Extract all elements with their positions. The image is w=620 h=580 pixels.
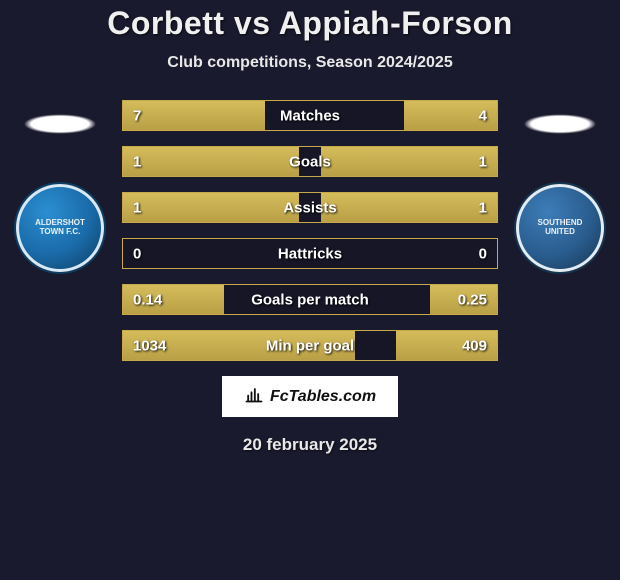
team-crest-right-label: SOUTHEND UNITED — [519, 213, 601, 243]
team-crest-left: ALDERSHOT TOWN F.C. — [16, 184, 104, 272]
stat-label: Goals per match — [251, 291, 369, 308]
stat-value-left: 0 — [133, 245, 141, 262]
stat-bar: 7 4 Matches — [122, 100, 498, 131]
stat-label: Min per goal — [266, 337, 354, 354]
stat-bar: 1 1 Assists — [122, 192, 498, 223]
stat-value-left: 1034 — [133, 337, 166, 354]
page-subtitle: Club competitions, Season 2024/2025 — [167, 54, 452, 72]
bar-fill-left — [123, 147, 299, 176]
stat-bar: 1034 409 Min per goal — [122, 330, 498, 361]
bar-fill-left — [123, 101, 265, 130]
stat-label: Matches — [280, 107, 340, 124]
page-root: Corbett vs Appiah-Forson Club competitio… — [0, 0, 620, 580]
stat-value-right: 1 — [479, 153, 487, 170]
brand-text: FcTables.com — [270, 388, 376, 406]
bar-fill-left — [123, 193, 299, 222]
right-column: SOUTHEND UNITED — [510, 100, 610, 272]
stats-list: 7 4 Matches 1 1 Goals 1 1 Assists 0 0 Hattricks 0.14… — [122, 100, 498, 361]
stat-value-right: 0 — [479, 245, 487, 262]
page-title: Corbett vs Appiah-Forson — [107, 5, 512, 42]
bar-fill-right — [321, 147, 497, 176]
stat-bar: 1 1 Goals — [122, 146, 498, 177]
stat-bar: 0 0 Hattricks — [122, 238, 498, 269]
stat-value-right: 0.25 — [458, 291, 487, 308]
stat-value-right: 1 — [479, 199, 487, 216]
footer-date: 20 february 2025 — [243, 435, 377, 455]
left-column: ALDERSHOT TOWN F.C. — [10, 100, 110, 272]
stat-value-left: 7 — [133, 107, 141, 124]
stat-label: Assists — [283, 199, 336, 216]
bar-fill-right — [321, 193, 497, 222]
team-crest-right: SOUTHEND UNITED — [516, 184, 604, 272]
stat-label: Goals — [289, 153, 331, 170]
player-photo-right — [510, 104, 610, 144]
stat-value-right: 4 — [479, 107, 487, 124]
crest-left-text: ALDERSHOT TOWN F.C. — [25, 219, 95, 237]
main-row: ALDERSHOT TOWN F.C. 7 4 Matches 1 1 Goals 1 1 As… — [0, 100, 620, 361]
bar-chart-icon — [244, 384, 264, 409]
stat-label: Hattricks — [278, 245, 342, 262]
stat-value-left: 0.14 — [133, 291, 162, 308]
brand-badge[interactable]: FcTables.com — [222, 376, 398, 417]
stat-value-right: 409 — [462, 337, 487, 354]
stat-value-left: 1 — [133, 199, 141, 216]
player-photo-left — [10, 104, 110, 144]
stat-value-left: 1 — [133, 153, 141, 170]
stat-bar: 0.14 0.25 Goals per match — [122, 284, 498, 315]
crest-right-text: SOUTHEND UNITED — [525, 219, 595, 237]
team-crest-left-label: ALDERSHOT TOWN F.C. — [19, 213, 101, 243]
